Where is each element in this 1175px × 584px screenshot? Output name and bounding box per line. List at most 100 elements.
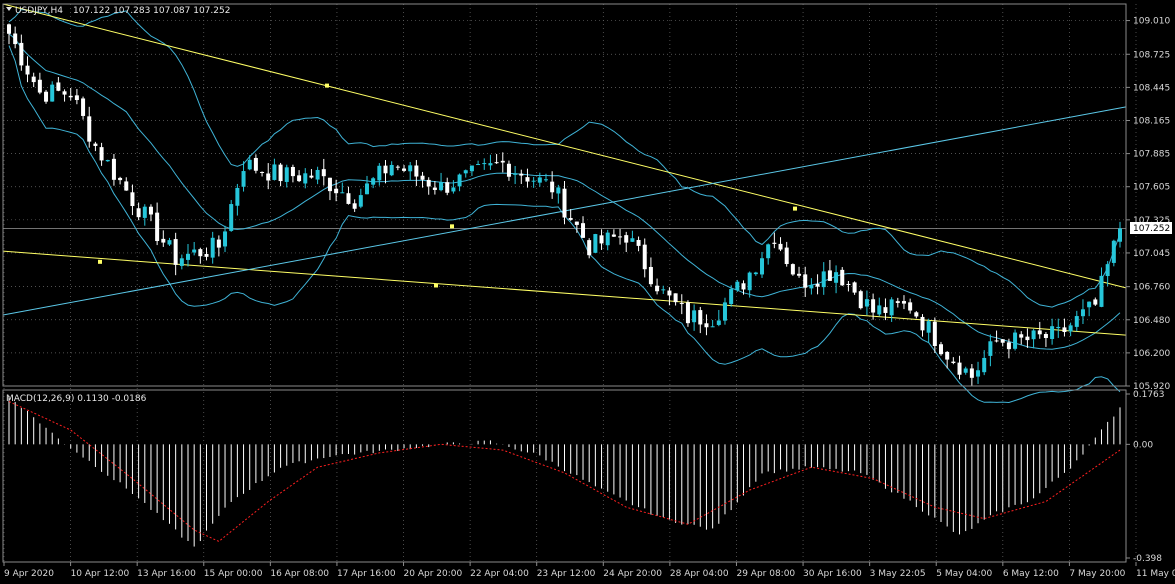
candle-bull xyxy=(513,173,518,175)
trendline-anchor-handle[interactable] xyxy=(98,259,102,264)
candle-bull xyxy=(389,164,394,176)
candle-bear xyxy=(679,303,684,305)
bollinger-upper-band xyxy=(8,9,1121,308)
candle-bear xyxy=(562,188,567,218)
descending-trendline-lower[interactable] xyxy=(2,250,1127,336)
candle-bear xyxy=(414,165,419,177)
candle-bull xyxy=(729,289,734,305)
candle-bull xyxy=(809,285,814,289)
candle-bull xyxy=(377,165,382,181)
candle-bear xyxy=(648,266,653,285)
candle-bull xyxy=(889,299,894,316)
candle-bear xyxy=(506,163,511,177)
candle-bear xyxy=(642,244,647,270)
candle-bear xyxy=(395,166,400,168)
candle-bear xyxy=(852,282,857,293)
descending-trendline-upper[interactable] xyxy=(2,3,1127,289)
candle-bear xyxy=(778,243,783,250)
candle-bull xyxy=(1068,325,1073,332)
candle-bear xyxy=(136,208,141,218)
time-tick-label: 10 Apr 12:00 xyxy=(71,569,130,579)
candle-bear xyxy=(111,158,116,180)
candle-bear xyxy=(99,147,104,161)
candle-bull xyxy=(439,182,444,191)
candle-bear xyxy=(568,218,573,220)
current-price-text: 107.252 xyxy=(1133,224,1170,234)
candle-bull xyxy=(315,169,320,180)
candle-bull xyxy=(605,232,610,246)
candle-bull xyxy=(1105,264,1110,277)
candle-bull xyxy=(976,370,981,377)
candle-bull xyxy=(371,178,376,185)
candle-bear xyxy=(124,181,129,191)
time-tick-label: 6 May 12:00 xyxy=(1003,569,1059,579)
candle-bull xyxy=(926,321,931,333)
candle-bear xyxy=(655,285,660,292)
macd-tick-label: 0.00 xyxy=(1133,440,1153,450)
candle-bear xyxy=(1019,334,1024,338)
time-tick-label: 15 Apr 00:00 xyxy=(204,569,263,579)
candle-bear xyxy=(636,239,641,246)
price-tick-label: 106.760 xyxy=(1133,283,1170,293)
candle-bear xyxy=(352,203,357,209)
candle-bull xyxy=(1031,330,1036,340)
candle-bull xyxy=(247,159,252,170)
candle-bear xyxy=(155,212,160,242)
price-tick-label: 106.200 xyxy=(1133,349,1170,359)
candle-bear xyxy=(673,293,678,303)
dropdown-triangle-icon[interactable] xyxy=(6,7,12,11)
time-tick-label: 7 May 20:00 xyxy=(1069,569,1125,579)
candle-bear xyxy=(574,221,579,225)
candle-bull xyxy=(469,165,474,172)
candle-bear xyxy=(945,351,950,360)
candle-bull xyxy=(223,231,228,247)
trendline-anchor-handle[interactable] xyxy=(793,206,797,211)
macd-label: MACD(12,26,9) 0.1130 -0.0186 xyxy=(6,394,147,404)
trendline-anchor-handle[interactable] xyxy=(450,224,454,229)
candle-bear xyxy=(939,344,944,355)
trendline-anchor-handle[interactable] xyxy=(434,283,438,288)
time-tick-label: 16 Apr 08:00 xyxy=(270,569,329,579)
candle-bull xyxy=(760,258,765,275)
candle-bear xyxy=(7,24,11,34)
chart-header: USDJPY,H4 107.122 107.283 107.087 107.25… xyxy=(6,6,230,16)
candle-bull xyxy=(661,289,666,291)
candle-bear xyxy=(68,95,73,98)
candle-bear xyxy=(803,274,808,288)
candle-bull xyxy=(556,187,561,194)
candle-bear xyxy=(772,242,777,244)
candle-bear xyxy=(161,238,166,243)
candle-bear xyxy=(969,368,974,378)
time-tick-label: 22 Apr 04:00 xyxy=(470,569,529,579)
candle-bear xyxy=(204,253,209,257)
candle-bear xyxy=(920,316,925,331)
candle-bear xyxy=(198,249,203,257)
price-tick-label: 108.445 xyxy=(1133,83,1170,93)
candle-bear xyxy=(130,192,135,207)
candle-bull xyxy=(1080,309,1085,317)
macd-panel-frame xyxy=(2,389,1127,563)
candle-bull xyxy=(1056,326,1061,329)
candle-bull xyxy=(364,183,369,195)
candle-bear xyxy=(327,177,332,192)
trendline-anchor-handle[interactable] xyxy=(325,83,329,88)
candle-bear xyxy=(62,91,67,95)
candle-bear xyxy=(994,340,999,342)
candle-bear xyxy=(402,168,407,171)
price-panel-frame xyxy=(2,3,1127,387)
candle-bear xyxy=(1093,299,1098,305)
candle-bull xyxy=(358,195,363,207)
candle-bull xyxy=(167,240,172,245)
candle-bull xyxy=(963,368,968,373)
current-price-badge: 107.252 xyxy=(1130,222,1172,234)
candle-bull xyxy=(735,281,740,291)
price-tick-label: 106.480 xyxy=(1133,316,1170,326)
candle-bear xyxy=(581,223,586,238)
price-tick-label: 108.725 xyxy=(1133,50,1170,60)
candle-bear xyxy=(525,177,530,182)
price-tick-label: 108.165 xyxy=(1133,116,1170,126)
candle-bull xyxy=(537,177,542,183)
candle-bull xyxy=(284,167,289,182)
candle-bull xyxy=(982,357,987,373)
